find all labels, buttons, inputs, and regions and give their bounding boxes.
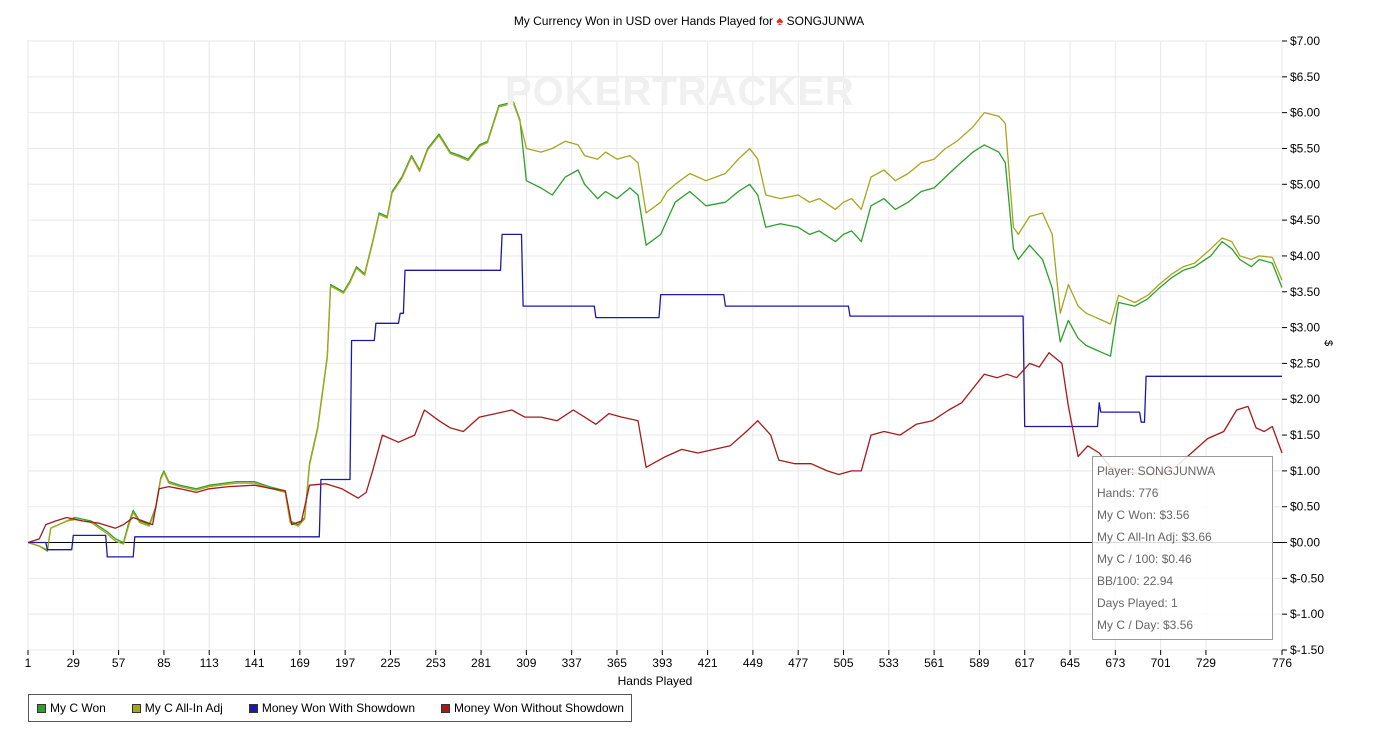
legend: My C Won My C All-In Adj Money Won With … xyxy=(28,694,632,722)
legend-swatch xyxy=(37,703,46,713)
legend-item-showdown[interactable]: Money Won With Showdown xyxy=(248,701,416,715)
legend-swatch xyxy=(441,703,451,713)
legend-label: Money Won Without Showdown xyxy=(454,701,624,715)
x-tick-label: 645 xyxy=(1060,656,1080,670)
stats-tooltip: Player: SONGJUNWA Hands: 776 My C Won: $… xyxy=(1092,456,1273,640)
y-tick-label: $0.00 xyxy=(1290,536,1320,550)
y-tick-label: $0.50 xyxy=(1290,500,1320,514)
y-tick-label: $4.50 xyxy=(1290,213,1320,227)
x-tick-label: 29 xyxy=(67,656,81,670)
chart-title-player: SONGJUNWA xyxy=(786,14,865,28)
spade-icon: ♠ xyxy=(776,13,784,28)
x-tick-label: 85 xyxy=(157,656,171,670)
watermark: POKERTRACKER xyxy=(505,70,855,114)
tooltip-hands: Hands: 776 xyxy=(1097,486,1159,500)
x-tick-label: 365 xyxy=(607,656,627,670)
tooltip-player: Player: SONGJUNWA xyxy=(1097,464,1216,478)
series-line-3 xyxy=(27,352,1283,544)
tooltip-per-100: My C / 100: $0.46 xyxy=(1097,552,1192,566)
legend-swatch xyxy=(248,703,258,713)
tooltip-days-played: Days Played: 1 xyxy=(1097,596,1178,610)
chart-title-text: My Currency Won in USD over Hands Played… xyxy=(513,14,774,28)
x-tick-label: 197 xyxy=(335,656,355,670)
series-line-2 xyxy=(28,233,1282,558)
grid xyxy=(27,40,1283,651)
x-tick-label: 169 xyxy=(290,656,310,670)
x-axis: 1 29 57 85 113 141 169 197 225 253 281 309 337 365 393… xyxy=(25,650,1292,670)
y-tick-label: $4.00 xyxy=(1290,249,1320,263)
y-tick-label: $-1.50 xyxy=(1290,643,1324,657)
x-tick-label: 561 xyxy=(924,656,944,670)
x-tick-label: 113 xyxy=(200,656,219,670)
tooltip-bb-100: BB/100: 22.94 xyxy=(1097,574,1174,588)
x-tick-label: 673 xyxy=(1105,656,1125,670)
x-tick-label: 421 xyxy=(698,656,718,670)
series-group xyxy=(27,101,1283,558)
y-tick-label: $2.00 xyxy=(1290,392,1320,406)
legend-label: Money Won With Showdown xyxy=(261,701,416,715)
legend-label: My C All-In Adj xyxy=(144,701,223,715)
x-tick-label: 449 xyxy=(743,656,763,670)
y-tick-label: $5.50 xyxy=(1290,141,1320,155)
x-tick-label: 729 xyxy=(1196,656,1216,670)
y-tick-label: $6.00 xyxy=(1290,106,1320,120)
y-tick-label: $2.50 xyxy=(1290,356,1320,370)
legend-item-non-showdown[interactable]: Money Won Without Showdown xyxy=(441,701,624,715)
x-tick-label: 477 xyxy=(788,656,808,670)
y-tick-label: $5.00 xyxy=(1290,177,1320,191)
series-line-1 xyxy=(27,102,1283,551)
x-tick-label: 309 xyxy=(516,656,536,670)
tooltip-all-in-adj: My C All-In Adj: $3.66 xyxy=(1097,530,1212,544)
y-tick-label: $6.50 xyxy=(1290,70,1320,84)
x-tick-label: 701 xyxy=(1151,656,1171,670)
x-axis-label: Hands Played xyxy=(617,674,693,688)
x-tick-label: 505 xyxy=(833,656,853,670)
x-tick-label: 281 xyxy=(471,656,491,670)
x-tick-label: 589 xyxy=(969,656,989,670)
tooltip-per-day: My C / Day: $3.56 xyxy=(1097,618,1194,632)
x-tick-label: 393 xyxy=(652,656,672,670)
y-axis: $7.00 $6.50 $6.00 $5.50 $5.00 $4.50 $4.00 $3.50… xyxy=(1282,34,1324,657)
y-tick-label: $-0.50 xyxy=(1290,571,1324,585)
tooltip-my-c-won: My C Won: $3.56 xyxy=(1097,508,1190,522)
x-tick-label: 617 xyxy=(1015,656,1035,670)
y-axis-label: $ xyxy=(1322,340,1334,347)
y-tick-label: $-1.00 xyxy=(1290,607,1324,621)
x-tick-label: 225 xyxy=(380,656,400,670)
legend-label: My C Won xyxy=(50,701,106,715)
y-tick-label: $7.00 xyxy=(1290,34,1320,48)
legend-item-my-c-won[interactable]: My C Won xyxy=(37,701,106,715)
y-tick-label: $3.00 xyxy=(1290,321,1320,335)
x-tick-label: 141 xyxy=(245,656,265,670)
plot-area xyxy=(27,40,1283,651)
x-tick-label: 253 xyxy=(426,656,446,670)
chart-title: My Currency Won in USD over Hands Played… xyxy=(0,13,1378,28)
y-tick-label: $1.00 xyxy=(1290,464,1320,478)
y-tick-label: $3.50 xyxy=(1290,285,1320,299)
x-tick-label: 776 xyxy=(1272,656,1292,670)
x-tick-label: 533 xyxy=(879,656,899,670)
x-tick-label: 57 xyxy=(112,656,126,670)
x-tick-label: 337 xyxy=(562,656,582,670)
x-tick-label: 1 xyxy=(25,656,32,670)
y-tick-label: $1.50 xyxy=(1290,428,1320,442)
legend-item-all-in-adj[interactable]: My C All-In Adj xyxy=(131,701,223,715)
legend-swatch xyxy=(131,703,141,713)
series-line-0 xyxy=(27,101,1283,552)
